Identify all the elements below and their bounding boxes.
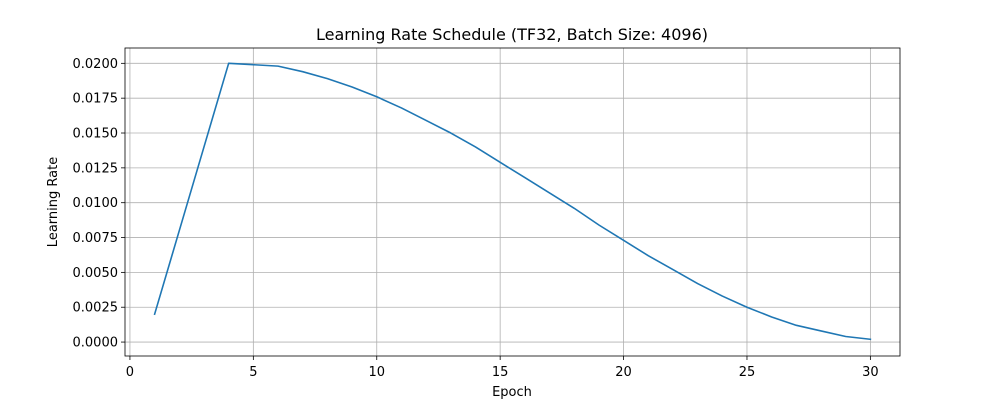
y-tick-label: 0.0175 xyxy=(73,92,119,107)
x-tick-label: 10 xyxy=(368,365,385,380)
y-tick-label: 0.0025 xyxy=(73,301,119,316)
y-tick-label: 0.0125 xyxy=(73,161,119,176)
y-tick-label: 0.0075 xyxy=(73,231,119,246)
x-axis-label: Epoch xyxy=(492,385,532,400)
y-tick-label: 0.0200 xyxy=(73,57,119,72)
chart-title: Learning Rate Schedule (TF32, Batch Size… xyxy=(316,25,708,44)
x-axis-ticks: 0 5 10 15 20 25 30 xyxy=(126,356,879,380)
axes-frame xyxy=(124,47,901,357)
y-axis-ticks: 0.0000 0.0025 0.0050 0.0075 0.0100 0.0125 0.01… xyxy=(73,57,125,351)
series-layer xyxy=(153,62,872,341)
x-tick-label: 15 xyxy=(492,365,509,380)
y-tick-label: 0.0050 xyxy=(73,266,119,281)
y-tick-label: 0.0100 xyxy=(73,196,119,211)
x-tick-label: 0 xyxy=(126,365,134,380)
x-tick-label: 25 xyxy=(739,365,756,380)
x-tick-label: 20 xyxy=(615,365,632,380)
grid-lines xyxy=(125,48,900,356)
x-tick-label: 5 xyxy=(249,365,257,380)
learning-rate-line xyxy=(153,62,872,341)
y-axis-label: Learning Rate xyxy=(46,157,61,247)
y-tick-label: 0.0150 xyxy=(73,127,119,142)
y-tick-label: 0.0000 xyxy=(73,336,119,351)
x-tick-label: 30 xyxy=(862,365,879,380)
